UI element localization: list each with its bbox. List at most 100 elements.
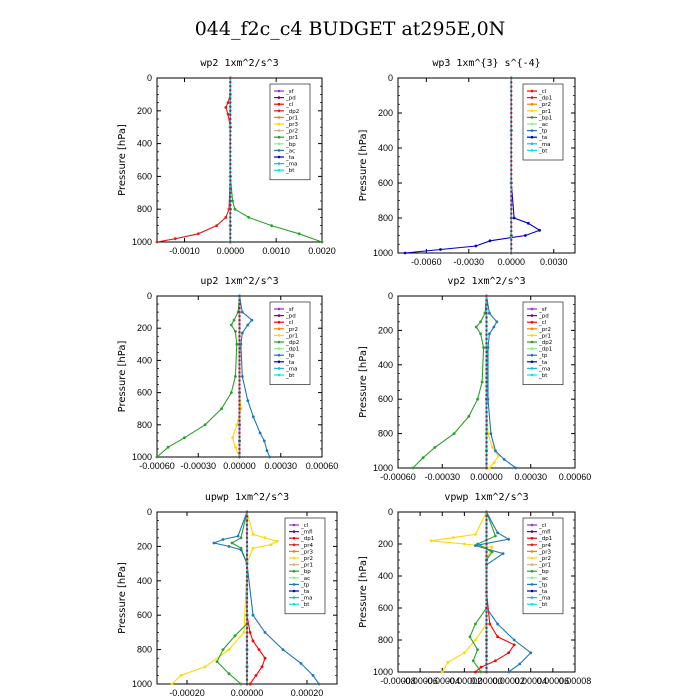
- series-point: [221, 538, 225, 541]
- zero-profile-point: [238, 363, 241, 366]
- y-tick-label: 1000: [132, 452, 152, 462]
- series-point: [524, 234, 527, 237]
- series-point: [488, 311, 491, 315]
- x-tick-label: -0.00020: [169, 688, 205, 698]
- legend-marker: [277, 135, 281, 139]
- zero-profile-point: [229, 191, 232, 194]
- zero-profile-point: [510, 173, 513, 176]
- series-point: [446, 661, 450, 664]
- series-point: [491, 446, 494, 449]
- series-point: [488, 332, 491, 336]
- zero-profile-point: [510, 159, 513, 163]
- series-point: [235, 423, 239, 427]
- y-axis-label: Pressure [hPa]: [358, 130, 369, 202]
- x-tick-label: 0.00000: [470, 676, 503, 686]
- zero-profile-point: [485, 590, 488, 594]
- zero-profile-point: [238, 306, 241, 310]
- zero-profile-point: [229, 203, 232, 207]
- series-point: [492, 461, 496, 465]
- legend-marker: [530, 530, 534, 533]
- series-point: [474, 622, 477, 626]
- zero-profile-point: [485, 316, 488, 319]
- zero-profile-point: [245, 605, 249, 608]
- series-point: [173, 237, 177, 241]
- zero-profile-point: [245, 644, 249, 647]
- legend-marker: [530, 583, 534, 586]
- legend-marker: [530, 353, 534, 357]
- zero-profile-point: [229, 224, 232, 227]
- legend-marker: [530, 129, 534, 132]
- series-line: [156, 78, 231, 243]
- legend-marker: [277, 340, 281, 344]
- legend-entry: _pr2: [300, 556, 313, 562]
- legend-marker: [530, 347, 534, 350]
- legend-marker: [277, 162, 281, 165]
- zero-profile-point: [238, 399, 241, 402]
- series-point: [474, 533, 477, 536]
- series-point: [233, 634, 237, 638]
- legend-marker: [530, 563, 534, 566]
- zero-profile-point: [510, 146, 513, 150]
- series-point: [212, 541, 216, 545]
- legend-marker: [277, 314, 281, 317]
- zero-profile-point: [485, 324, 488, 328]
- series-point: [474, 244, 478, 248]
- legend-marker: [530, 102, 534, 106]
- zero-profile-point: [485, 538, 488, 542]
- legend-marker: [292, 556, 296, 560]
- zero-profile-point: [245, 601, 249, 604]
- series-point: [254, 674, 258, 677]
- legend-entry: _sf: [285, 307, 295, 313]
- x-tick-label: 0.00060: [306, 461, 339, 471]
- legend-entry: _bt: [285, 373, 295, 379]
- zero-profile-point: [485, 372, 488, 375]
- series-point: [507, 651, 510, 655]
- legend-marker: [277, 96, 281, 99]
- zero-profile-point: [238, 387, 241, 390]
- legend-marker: [530, 314, 534, 317]
- zero-profile-point: [485, 566, 488, 570]
- x-tick-label: 0.00000: [223, 461, 256, 471]
- y-tick-label: 200: [137, 541, 152, 551]
- x-tick-label: 0.00030: [514, 472, 547, 482]
- zero-profile-point: [245, 665, 249, 668]
- y-tick-label: 600: [378, 178, 393, 188]
- legend: _sf_pd_cl_pr2_pr1_dp2_dp1_tp_ta_ma_bt: [522, 301, 564, 385]
- series-point: [239, 682, 243, 686]
- series-point: [403, 251, 407, 255]
- y-tick-label: 200: [137, 323, 152, 333]
- zero-profile-point: [510, 151, 513, 154]
- legend-entry: _ta: [285, 155, 294, 161]
- y-tick-label: 1000: [373, 463, 393, 473]
- series-point: [479, 670, 483, 674]
- legend-entry: _dp1: [538, 96, 552, 102]
- zero-profile-point: [485, 436, 488, 440]
- legend-entry: _ac: [538, 122, 548, 128]
- zero-profile-point: [245, 545, 249, 548]
- zero-profile-point: [510, 181, 513, 185]
- zero-profile-point: [510, 247, 513, 250]
- x-tick-label: -0.00030: [424, 472, 460, 482]
- legend-entry: _pr3: [300, 549, 314, 555]
- y-axis-label: Pressure [hPa]: [358, 556, 369, 628]
- series-point: [518, 662, 522, 666]
- series-line: [156, 295, 241, 458]
- series-point: [496, 622, 499, 626]
- zero-profile-point: [485, 389, 488, 392]
- series-point: [488, 239, 492, 243]
- zero-profile-point: [245, 592, 249, 595]
- zero-profile-point: [510, 81, 513, 84]
- zero-profile-point: [245, 583, 249, 587]
- series-point: [476, 648, 479, 651]
- zero-profile-point: [485, 428, 488, 431]
- zero-profile-point: [485, 634, 488, 638]
- zero-profile-point: [485, 534, 488, 538]
- zero-profile-point: [229, 216, 232, 219]
- legend-entry: _bp: [300, 569, 311, 575]
- zero-profile-point: [510, 124, 513, 128]
- y-tick-label: 600: [378, 603, 393, 613]
- zero-profile-point: [510, 76, 513, 80]
- zero-profile-point: [510, 103, 513, 106]
- series-point: [224, 106, 228, 109]
- series-point: [265, 449, 269, 452]
